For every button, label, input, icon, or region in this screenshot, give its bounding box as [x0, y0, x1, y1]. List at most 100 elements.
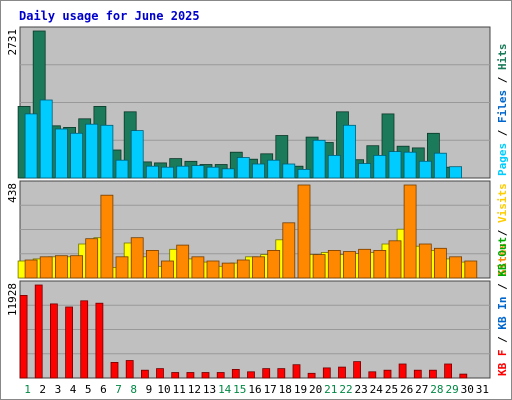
- bar-sites-day-1: [24, 259, 38, 279]
- x-tick-label: 20: [309, 383, 322, 396]
- bar-files-day-6: [100, 124, 114, 179]
- x-tick-label: 18: [279, 383, 292, 396]
- bar-sites-day-12: [191, 256, 205, 279]
- bar-kbytes-day-12: [186, 372, 195, 379]
- bar-files-day-14: [221, 168, 235, 179]
- bar-kbytes-day-22: [338, 366, 346, 379]
- bar-sites-day-3: [55, 255, 68, 279]
- bar-files-day-27: [418, 160, 432, 179]
- bar-kbytes-day-13: [201, 372, 210, 379]
- x-tick-label: 22: [339, 383, 352, 396]
- bar-sites-day-2: [39, 256, 53, 279]
- bar-files-day-4: [70, 132, 83, 179]
- legend-entry: /: [496, 277, 509, 297]
- bar-kbytes-day-14: [216, 372, 225, 379]
- bar-files-day-29: [449, 166, 463, 179]
- x-tick-label: 13: [203, 383, 216, 396]
- bar-kbytes-day-4: [65, 306, 73, 379]
- x-tick-label: 9: [146, 383, 153, 396]
- legend-bot: KB F / KB In / KB Out: [496, 237, 509, 376]
- legend-entry: Sites: [496, 243, 509, 276]
- bar-files-day-28: [433, 152, 447, 179]
- bar-sites-day-14: [221, 262, 235, 279]
- bar-sites-day-20: [312, 254, 326, 279]
- x-tick-label: 8: [130, 383, 137, 396]
- bar-kbytes-day-15: [231, 368, 240, 379]
- bar-sites-day-19: [297, 184, 311, 279]
- bar-kbytes-day-20: [307, 372, 316, 379]
- legend-entry: Files: [496, 90, 509, 123]
- bar-kbytes-day-5: [80, 300, 89, 379]
- x-tick-label: 24: [370, 383, 384, 396]
- legend-entry: /: [496, 70, 509, 90]
- bar-files-day-9: [145, 165, 159, 179]
- x-tick-label: 14: [218, 383, 232, 396]
- x-tick-label: 27: [415, 383, 428, 396]
- legend-entry: /: [496, 223, 509, 243]
- x-tick-label: 28: [430, 383, 443, 396]
- bar-kbytes-day-18: [277, 368, 286, 379]
- bar-sites-day-11: [176, 244, 190, 279]
- x-tick-label: 7: [115, 383, 122, 396]
- bar-kbytes-day-25: [383, 369, 392, 379]
- bar-files-day-15: [236, 157, 250, 179]
- bar-kbytes-day-6: [95, 302, 104, 379]
- bar-files-day-3: [55, 128, 68, 179]
- legend-entry: /: [496, 123, 509, 143]
- bar-kbytes-day-9: [140, 369, 149, 379]
- y-axis-max-label: 2731: [6, 29, 19, 56]
- bar-files-day-24: [373, 154, 387, 179]
- x-tick-label: 23: [354, 383, 367, 396]
- legend-entry: KB In: [496, 297, 509, 330]
- bar-kbytes-day-23: [353, 361, 362, 379]
- x-tick-label: 3: [55, 383, 62, 396]
- legend-entry: KB F: [496, 350, 509, 377]
- bar-kbytes-day-7: [110, 361, 119, 379]
- legend-top: Pages / Files / Hits: [496, 44, 509, 177]
- bar-files-day-2: [39, 99, 53, 179]
- chart-panels: 2731 438 11928: [6, 26, 491, 379]
- x-tick-label: 11: [173, 383, 186, 396]
- bar-files-day-18: [282, 163, 296, 179]
- x-axis-tick-labels: 1 2 3 4 5 6 7 8 9 10 11 12 13 14 15 16 17 18 19 20 21 22 23 24 2…: [24, 383, 489, 396]
- bar-sites-day-10: [161, 260, 174, 279]
- bar-sites-day-30: [464, 260, 478, 279]
- x-tick-label: 10: [157, 383, 170, 396]
- bar-files-day-20: [312, 139, 326, 179]
- x-tick-label: 19: [294, 383, 307, 396]
- bar-sites-day-9: [145, 249, 159, 279]
- bar-sites-day-28: [433, 247, 447, 279]
- bar-files-day-17: [267, 159, 281, 179]
- bar-sites-day-13: [206, 260, 220, 279]
- x-tick-label: 30: [461, 383, 474, 396]
- bar-sites-day-5: [85, 238, 99, 279]
- bar-sites-day-25: [388, 240, 402, 279]
- legend-entry: /: [496, 330, 509, 350]
- chart-title: Daily usage for June 2025: [19, 9, 200, 23]
- y-axis-max-label: 438: [6, 183, 19, 203]
- bar-sites-day-27: [418, 243, 432, 279]
- x-tick-label: 26: [400, 383, 413, 396]
- bar-sites-day-23: [358, 248, 372, 279]
- panel-mid-bars: [17, 184, 478, 279]
- x-tick-label: 31: [476, 383, 489, 396]
- panel-mid: 438: [6, 180, 491, 279]
- bar-kbytes-day-27: [413, 369, 422, 379]
- x-tick-label: 25: [385, 383, 398, 396]
- bar-files-day-22: [343, 124, 356, 179]
- bar-kbytes-day-29: [444, 363, 453, 379]
- panel-top: 2731: [6, 26, 491, 179]
- bar-kbytes-day-30: [459, 373, 468, 379]
- x-tick-label: 29: [445, 383, 458, 396]
- bar-files-day-23: [358, 163, 372, 179]
- bar-kbytes-day-16: [247, 371, 255, 379]
- y-axis-max-label: 11928: [6, 283, 19, 316]
- bar-sites-day-7: [115, 256, 129, 279]
- bar-files-day-10: [161, 166, 174, 179]
- bar-files-day-12: [191, 165, 205, 179]
- bar-kbytes-day-24: [368, 371, 377, 379]
- panel-bot-bars: [19, 284, 468, 379]
- bar-sites-day-29: [449, 256, 463, 279]
- bar-sites-day-18: [282, 222, 296, 279]
